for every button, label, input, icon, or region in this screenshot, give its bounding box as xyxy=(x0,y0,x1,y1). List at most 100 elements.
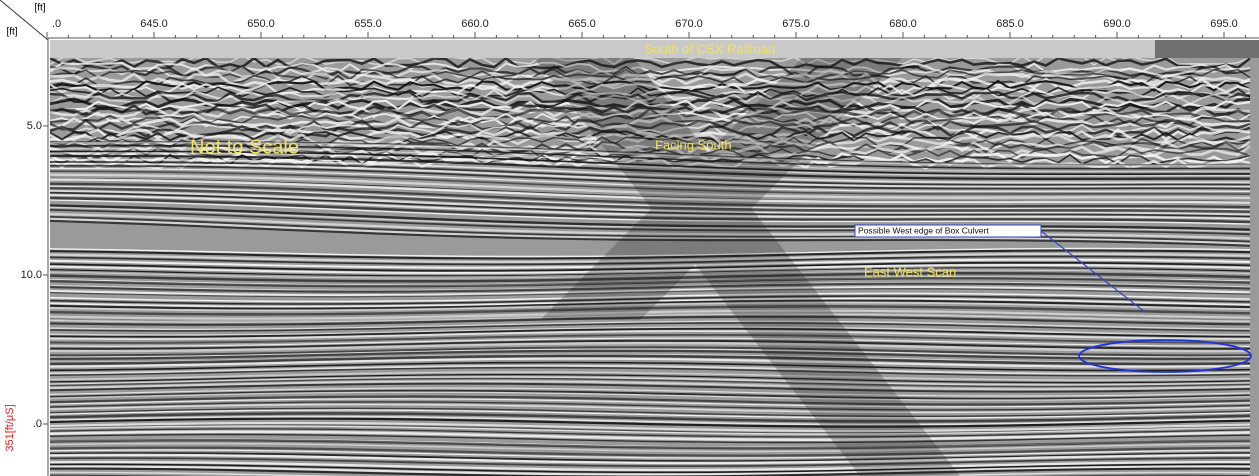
radar-trace xyxy=(50,453,1251,465)
radar-trace xyxy=(50,158,1251,184)
top-tick-label: 695.0 xyxy=(1210,18,1238,30)
top-tick-label: 670.0 xyxy=(675,18,703,30)
radar-trace xyxy=(50,212,1251,240)
orientation-note: Facing South xyxy=(655,137,732,152)
radar-trace xyxy=(50,185,1251,211)
radar-trace xyxy=(50,391,1251,401)
callout-leader xyxy=(1040,230,1146,313)
radar-trace xyxy=(50,333,1251,344)
radar-trace xyxy=(50,346,1251,357)
radar-trace xyxy=(50,382,1251,393)
radar-trace xyxy=(50,371,1251,381)
scan-note: East West Scan xyxy=(864,264,956,279)
radar-trace xyxy=(50,194,1251,220)
banner-bar xyxy=(50,40,1155,58)
radar-trace xyxy=(50,268,1251,279)
radar-trace xyxy=(50,282,1251,293)
radar-trace xyxy=(50,409,1251,419)
radar-trace xyxy=(50,255,1251,266)
radar-trace xyxy=(50,140,1251,154)
radar-trace xyxy=(50,380,1251,391)
radar-trace xyxy=(50,387,1251,397)
radar-trace xyxy=(50,326,1251,337)
radar-trace xyxy=(50,442,1251,453)
radar-trace xyxy=(50,148,1250,173)
radar-trace xyxy=(50,354,1251,366)
radar-trace xyxy=(50,219,1251,247)
radar-trace xyxy=(50,471,1251,476)
radar-trace xyxy=(50,151,1251,165)
radar-trace xyxy=(50,327,1251,338)
radar-trace xyxy=(50,167,1251,193)
radar-trace xyxy=(50,199,1251,225)
radar-trace xyxy=(50,412,1251,423)
radar-trace xyxy=(50,407,1251,417)
radar-trace xyxy=(50,170,1251,196)
top-ruler: .0 645.0 650.0 655.0 660.0 665.0 670.0 675.0 680… xyxy=(46,18,1246,38)
radar-trace xyxy=(50,357,1251,368)
watermark-stroke xyxy=(534,58,960,476)
top-tick-label: 690.0 xyxy=(1103,18,1131,30)
callout-text: Possible West edge of Box Culvert xyxy=(858,225,989,235)
radar-trace xyxy=(50,452,1251,463)
radar-trace xyxy=(50,206,1251,233)
radar-trace xyxy=(50,309,1251,320)
radar-trace xyxy=(50,196,1251,224)
velocity-label: 351[ft/μS] xyxy=(4,404,16,451)
top-tick-label: 675.0 xyxy=(782,18,810,30)
radar-trace xyxy=(50,430,1251,441)
radar-trace xyxy=(50,124,1251,138)
left-tick-label: 10.0 xyxy=(21,269,42,281)
radar-trace xyxy=(50,58,1251,70)
radar-trace xyxy=(50,297,1251,308)
radar-trace xyxy=(50,115,1251,129)
radar-trace xyxy=(50,161,1251,186)
radar-trace xyxy=(50,312,1251,323)
radar-trace xyxy=(50,111,1251,124)
radar-trace xyxy=(50,258,1251,269)
radar-trace xyxy=(50,417,1251,428)
radar-trace xyxy=(50,154,1251,180)
radar-trace xyxy=(50,361,1251,372)
watermark-stroke xyxy=(540,58,902,320)
radar-trace xyxy=(50,415,1251,426)
radar-trace xyxy=(50,144,1251,170)
radar-trace xyxy=(50,421,1251,432)
top-tick-label: 650.0 xyxy=(247,18,275,30)
radar-trace xyxy=(50,164,1251,190)
banner-bar-end xyxy=(1155,40,1259,58)
scale-note: Not to Scale xyxy=(190,136,299,158)
radar-trace xyxy=(50,465,1251,476)
radar-trace xyxy=(50,288,1251,298)
radar-trace xyxy=(50,252,1251,263)
radar-trace xyxy=(50,305,1251,316)
radar-trace xyxy=(50,90,1251,104)
radar-trace xyxy=(50,348,1251,358)
radar-trace xyxy=(50,215,1251,243)
radar-trace xyxy=(50,204,1251,231)
radar-trace xyxy=(50,438,1251,450)
radar-trace xyxy=(50,114,1251,127)
radar-trace xyxy=(50,286,1251,297)
radar-trace xyxy=(50,152,1250,177)
radar-trace xyxy=(50,446,1251,457)
radar-trace xyxy=(50,395,1251,406)
left-tick-label: 5.0 xyxy=(27,120,42,132)
radar-trace xyxy=(50,373,1251,384)
radar-trace xyxy=(50,247,1251,258)
top-tick-label: .0 xyxy=(52,18,61,30)
radar-trace xyxy=(50,189,1251,217)
radar-trace xyxy=(50,320,1251,331)
radar-trace xyxy=(50,463,1251,474)
radar-trace xyxy=(50,398,1251,408)
highlight-ellipse xyxy=(1078,339,1252,373)
radar-trace xyxy=(50,88,1251,101)
banner-text: South of CSX Railroad xyxy=(645,41,776,56)
radar-trace xyxy=(50,341,1250,353)
radar-trace xyxy=(50,182,1251,209)
top-tick-label: 680.0 xyxy=(889,18,917,30)
radar-trace xyxy=(50,272,1251,283)
top-tick-label: 655.0 xyxy=(354,18,382,30)
radar-trace xyxy=(50,433,1251,444)
